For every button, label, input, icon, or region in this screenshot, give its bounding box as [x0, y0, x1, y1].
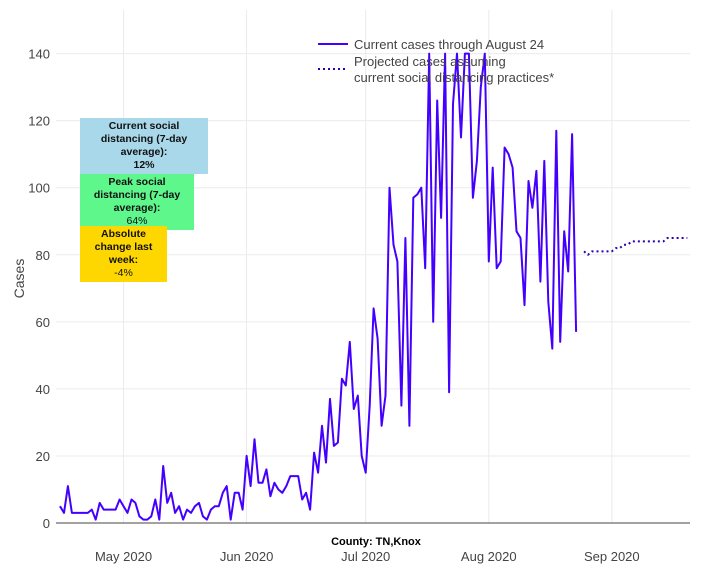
y-tick-label: 100 [28, 181, 50, 196]
peak-distancing-annotation: Peak social distancing (7-day average): … [80, 174, 194, 230]
annotation-title: Absolute change last week: [94, 228, 153, 266]
annotation-title: Current social distancing (7-day average… [100, 120, 188, 158]
x-tick-label: May 2020 [95, 549, 152, 564]
annotation-value: -4% [114, 267, 133, 279]
y-axis-title: Cases [11, 259, 27, 299]
y-tick-label: 140 [28, 47, 50, 62]
y-tick-label: 80 [36, 248, 50, 263]
legend-label-projected: Projected cases assuming current social d… [354, 54, 554, 85]
annotation-title: Peak social distancing (7-day average): [93, 176, 181, 214]
projected-cases-line [583, 237, 688, 256]
legend-label-current: Current cases through August 24 [354, 37, 544, 52]
x-axis-title: County: TN,Knox [331, 536, 422, 548]
x-tick-label: Jun 2020 [220, 549, 274, 564]
y-tick-label: 0 [43, 516, 50, 531]
x-tick-label: Jul 2020 [341, 549, 390, 564]
y-tick-label: 20 [36, 449, 50, 464]
current-distancing-annotation: Current social distancing (7-day average… [80, 118, 208, 174]
x-tick-label: Sep 2020 [584, 549, 640, 564]
annotation-value: 12% [133, 159, 155, 171]
x-tick-label: Aug 2020 [461, 549, 517, 564]
annotation-value: 64% [126, 215, 148, 227]
y-tick-label: 120 [28, 114, 50, 129]
absolute-change-annotation: Absolute change last week: -4% [80, 226, 167, 282]
current-cases-line [59, 52, 578, 521]
y-tick-label: 40 [36, 382, 50, 397]
y-tick-label: 60 [36, 315, 50, 330]
